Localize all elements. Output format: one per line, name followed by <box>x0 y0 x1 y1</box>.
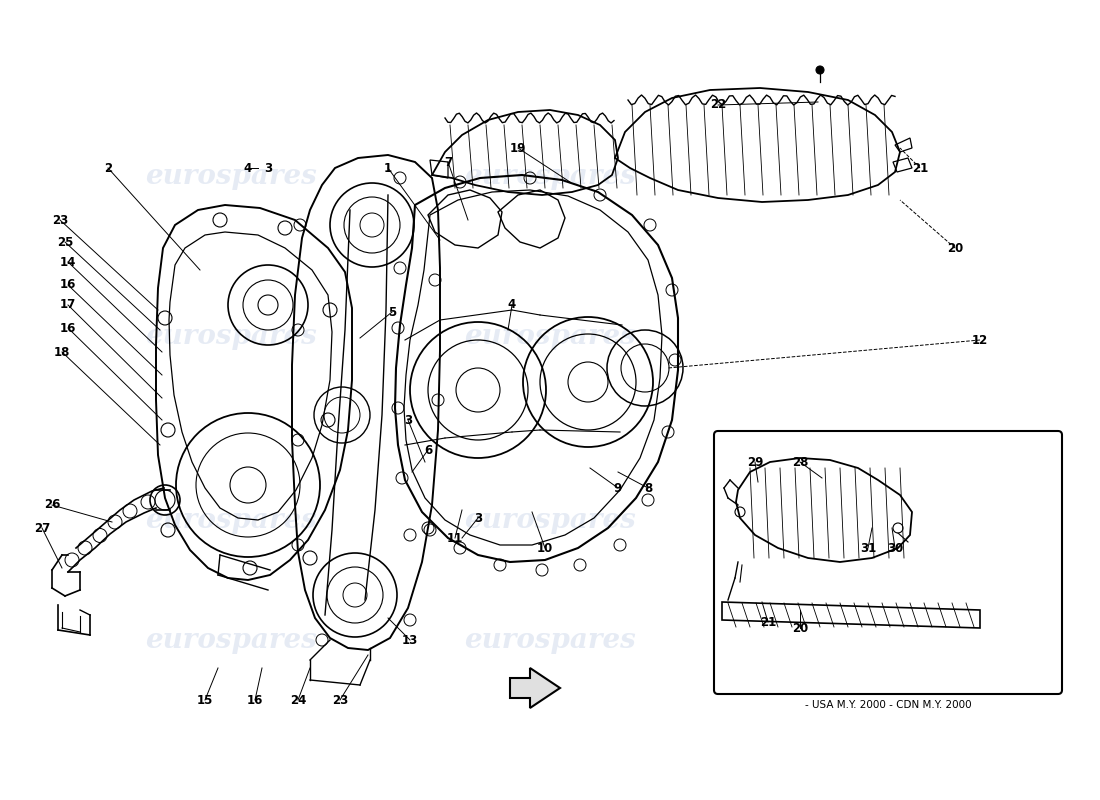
Text: 20: 20 <box>947 242 964 254</box>
Text: eurospares: eurospares <box>464 162 636 190</box>
Text: eurospares: eurospares <box>145 162 317 190</box>
Text: 22: 22 <box>710 98 726 111</box>
Text: 3: 3 <box>474 511 482 525</box>
Text: 11: 11 <box>447 531 463 545</box>
Text: eurospares: eurospares <box>145 322 317 350</box>
Text: 31: 31 <box>860 542 876 554</box>
Text: 13: 13 <box>402 634 418 646</box>
Text: 29: 29 <box>747 455 763 469</box>
Text: 9: 9 <box>614 482 623 494</box>
Text: 25: 25 <box>57 235 74 249</box>
Text: 20: 20 <box>792 622 808 634</box>
Text: 7: 7 <box>444 155 452 169</box>
Text: 27: 27 <box>34 522 51 534</box>
Text: 12: 12 <box>972 334 988 346</box>
Text: 21: 21 <box>760 615 777 629</box>
Circle shape <box>816 66 824 74</box>
Text: 17: 17 <box>59 298 76 311</box>
Text: 15: 15 <box>197 694 213 706</box>
Text: eurospares: eurospares <box>464 322 636 350</box>
Polygon shape <box>510 668 560 708</box>
Text: 3: 3 <box>264 162 272 174</box>
Text: 6: 6 <box>424 443 432 457</box>
Text: 3: 3 <box>404 414 412 426</box>
Text: eurospares: eurospares <box>464 506 636 534</box>
Text: 4: 4 <box>508 298 516 311</box>
Text: 28: 28 <box>792 455 808 469</box>
Text: 14: 14 <box>59 255 76 269</box>
Text: 21: 21 <box>912 162 928 174</box>
Text: 23: 23 <box>52 214 68 226</box>
Text: 8: 8 <box>644 482 652 494</box>
Text: 2: 2 <box>103 162 112 174</box>
Text: 1: 1 <box>384 162 392 174</box>
Text: eurospares: eurospares <box>145 506 317 534</box>
Text: 30: 30 <box>887 542 903 554</box>
Text: 16: 16 <box>59 322 76 334</box>
Text: eurospares: eurospares <box>464 626 636 654</box>
Text: 23: 23 <box>332 694 348 706</box>
Text: 26: 26 <box>44 498 60 511</box>
Text: 4: 4 <box>244 162 252 174</box>
Text: 24: 24 <box>289 694 306 706</box>
Text: 5: 5 <box>388 306 396 318</box>
Text: 16: 16 <box>246 694 263 706</box>
Text: eurospares: eurospares <box>145 626 317 654</box>
Text: 16: 16 <box>59 278 76 291</box>
Text: 18: 18 <box>54 346 70 358</box>
Text: - USA M.Y. 2000 - CDN M.Y. 2000: - USA M.Y. 2000 - CDN M.Y. 2000 <box>805 700 971 710</box>
Text: 10: 10 <box>537 542 553 554</box>
Text: 19: 19 <box>509 142 526 154</box>
